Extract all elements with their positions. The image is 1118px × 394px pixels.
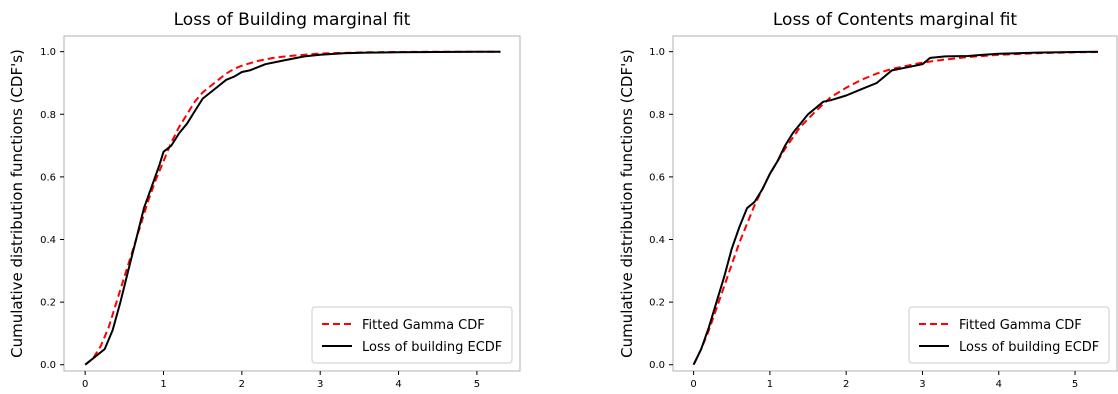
y-tick-label: 0.4: [649, 235, 665, 246]
y-axis-label: Cumulative distribution functions (CDF's…: [618, 49, 636, 358]
y-tick-label: 0.0: [40, 360, 56, 371]
x-tick-label: 3: [919, 379, 925, 390]
x-tick-label: 4: [395, 379, 401, 390]
x-tick-label: 1: [767, 379, 773, 390]
legend-box: [908, 306, 1110, 364]
y-tick-label: 0.8: [40, 110, 56, 121]
legend-entry: Fitted Gamma CDF: [362, 318, 485, 333]
chart-panel-1: Loss of Building marginal fit Cumulative …: [8, 10, 521, 390]
x-tick-label: 4: [996, 379, 1002, 390]
y-tick-label: 0.2: [649, 298, 665, 309]
x-tick-label: 0: [82, 379, 88, 390]
legend-entry: Loss of building ECDF: [959, 340, 1099, 355]
series-line-fitted-gamma: [692, 51, 1098, 366]
plot-frame: [63, 35, 521, 372]
series-line-ecdf: [84, 50, 501, 366]
y-tick-label: 0.0: [649, 360, 665, 371]
legend-box: [311, 306, 513, 364]
chart-panel-2: Loss of Contents marginal fit Cumulative …: [618, 10, 1118, 390]
y-tick-label: 0.6: [40, 172, 56, 183]
x-tick-label: 0: [690, 379, 696, 390]
series-line-ecdf: [692, 50, 1098, 366]
x-tick-label: 1: [160, 379, 166, 390]
x-tick-label: 2: [239, 379, 245, 390]
plot-frame: [672, 35, 1118, 372]
y-tick-label: 0.6: [649, 172, 665, 183]
y-tick-label: 1.0: [649, 47, 665, 58]
y-tick-label: 0.2: [40, 298, 56, 309]
legend-entry: Loss of building ECDF: [362, 340, 502, 355]
chart-title: Loss of Contents marginal fit: [773, 10, 1018, 30]
legend-entry: Fitted Gamma CDF: [959, 318, 1082, 333]
x-tick-label: 5: [1072, 379, 1078, 390]
y-tick-label: 0.4: [40, 235, 56, 246]
y-tick-label: 0.8: [649, 110, 665, 121]
chart-title: Loss of Building marginal fit: [174, 10, 411, 30]
x-tick-label: 5: [474, 379, 480, 390]
y-axis-label: Cumulative distribution functions (CDF's…: [8, 49, 26, 358]
legend: Fitted Gamma CDF Loss of building ECDF: [311, 306, 513, 364]
y-tick-label: 1.0: [40, 47, 56, 58]
legend: Fitted Gamma CDF Loss of building ECDF: [908, 306, 1110, 364]
x-tick-label: 3: [317, 379, 323, 390]
x-tick-label: 2: [843, 379, 849, 390]
